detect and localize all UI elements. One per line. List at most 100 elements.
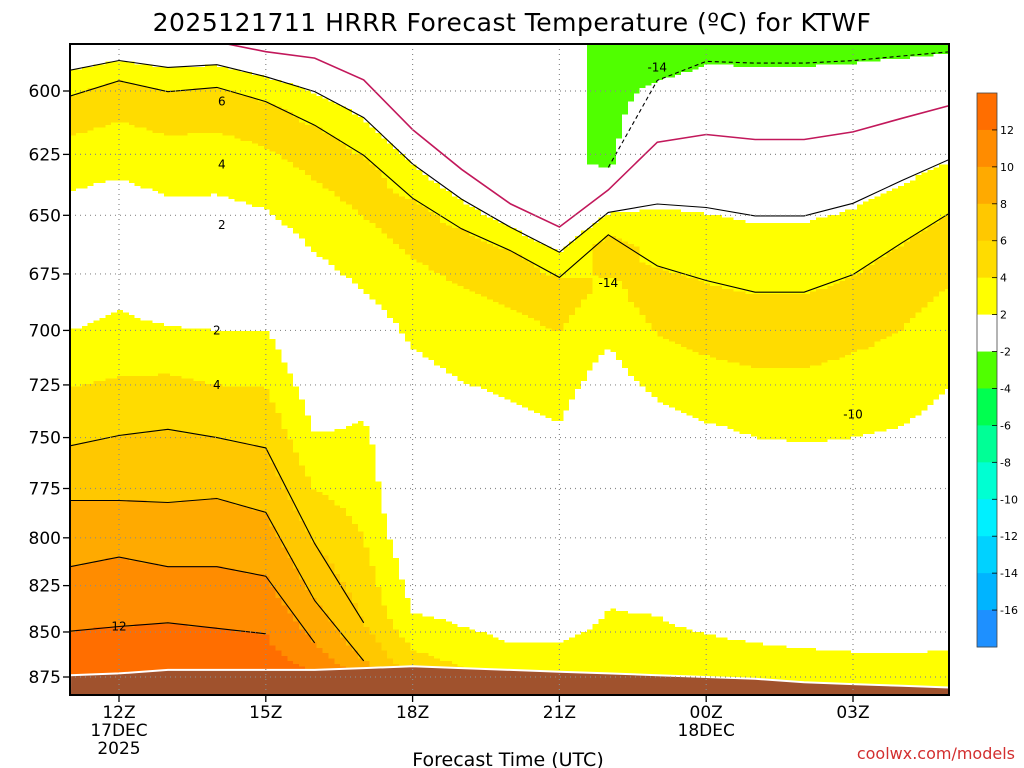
temperature-cell	[269, 463, 277, 528]
temperature-cell	[669, 341, 676, 409]
temperature-cell	[75, 500, 83, 567]
temperature-cell	[627, 101, 635, 213]
temperature-cell	[152, 624, 159, 695]
temperature-cell	[252, 331, 259, 388]
temperature-cell	[240, 331, 247, 388]
temperature-cell	[851, 275, 858, 353]
temperature-cell	[117, 61, 124, 81]
temperature-cell	[210, 44, 218, 65]
temperature-cell	[128, 82, 136, 126]
temperature-cell	[398, 196, 406, 250]
temperature-cell	[175, 566, 183, 625]
temperature-cell	[187, 500, 194, 567]
temperature-cell	[804, 368, 811, 443]
temperature-cell	[598, 354, 606, 620]
temperature-cell	[674, 44, 682, 76]
temperature-cell	[175, 135, 183, 197]
temperature-cell	[422, 206, 429, 266]
temperature-cell	[428, 616, 435, 657]
y-tick-label: 650	[29, 206, 61, 226]
temperature-cell	[234, 93, 241, 139]
temperature-cell	[510, 44, 517, 229]
temperature-cell	[152, 431, 159, 504]
temperature-cell	[351, 523, 359, 604]
x-tick-label: 18DEC	[678, 721, 735, 741]
temperature-cell	[809, 291, 817, 366]
temperature-cell	[222, 196, 230, 332]
temperature-cell	[369, 44, 377, 129]
temperature-cell	[199, 44, 206, 68]
temperature-cell	[921, 410, 928, 654]
temperature-cell	[469, 44, 476, 208]
temperature-cell	[357, 214, 365, 290]
temperature-cell	[592, 362, 600, 625]
temperature-cell	[569, 315, 576, 401]
temperature-cell	[181, 566, 189, 625]
temperature-cell	[886, 191, 893, 253]
temperature-cell	[87, 629, 95, 695]
temperature-cell	[821, 650, 829, 695]
temperature-cell	[263, 209, 271, 332]
temperature-cell	[627, 613, 635, 695]
temperature-cell	[122, 122, 130, 182]
temperature-cell	[616, 238, 623, 282]
temperature-cell	[809, 365, 817, 443]
temperature-cell	[674, 626, 682, 695]
temperature-cell	[128, 183, 136, 316]
temperature-cell	[222, 439, 230, 501]
temperature-cell	[622, 288, 629, 369]
temperature-cell	[398, 333, 406, 580]
temperature-cell	[580, 381, 588, 633]
temperature-cell	[457, 198, 465, 229]
temperature-cell	[257, 634, 265, 695]
temperature-cell	[751, 222, 758, 295]
temperature-cell	[680, 346, 688, 414]
temperature-cell	[804, 647, 811, 695]
temperature-cell	[862, 267, 870, 351]
temperature-cell	[486, 243, 494, 300]
temperature-cell	[152, 375, 159, 432]
temperature-cell	[70, 386, 77, 446]
temperature-cell	[357, 288, 365, 422]
temperature-cell	[310, 125, 318, 182]
temperature-cell	[99, 183, 106, 319]
temperature-cell	[657, 44, 664, 81]
temperature-cell	[111, 122, 118, 182]
temperature-cell	[768, 439, 776, 646]
temperature-cell	[481, 241, 488, 298]
temperature-cell	[169, 502, 177, 567]
temperature-cell	[304, 415, 312, 477]
y-tick-label: 725	[29, 376, 61, 396]
temperature-cell	[445, 44, 453, 192]
temperature-cell	[481, 296, 488, 390]
temperature-cell	[316, 183, 324, 258]
temperature-cell	[105, 180, 112, 316]
temperature-cell	[416, 262, 423, 353]
temperature-cell	[334, 103, 341, 139]
temperature-cell	[440, 618, 447, 662]
temperature-cell	[111, 61, 118, 84]
temperature-cell	[257, 386, 265, 448]
temperature-cell	[739, 66, 746, 221]
temperature-cell	[909, 44, 917, 57]
temperature-cell	[880, 257, 887, 340]
temperature-cell	[404, 341, 412, 599]
temperature-cell	[674, 272, 682, 345]
temperature-cell	[804, 441, 811, 649]
temperature-cell	[563, 323, 570, 411]
temperature-cell	[210, 626, 218, 695]
temperature-cell	[210, 193, 218, 332]
temperature-cell	[434, 618, 441, 660]
temperature-cell	[751, 368, 758, 438]
temperature-cell	[416, 44, 423, 171]
temperature-cell	[193, 132, 200, 197]
temperature-cell	[780, 222, 788, 295]
temperature-cell	[909, 56, 917, 182]
x-tick-label: 12Z	[102, 703, 135, 723]
temperature-cell	[939, 650, 946, 695]
temperature-cell	[257, 510, 265, 575]
temperature-cell	[933, 53, 940, 168]
temperature-cell	[234, 441, 241, 506]
colorbar-swatch	[977, 277, 997, 316]
temperature-cell	[469, 235, 476, 293]
